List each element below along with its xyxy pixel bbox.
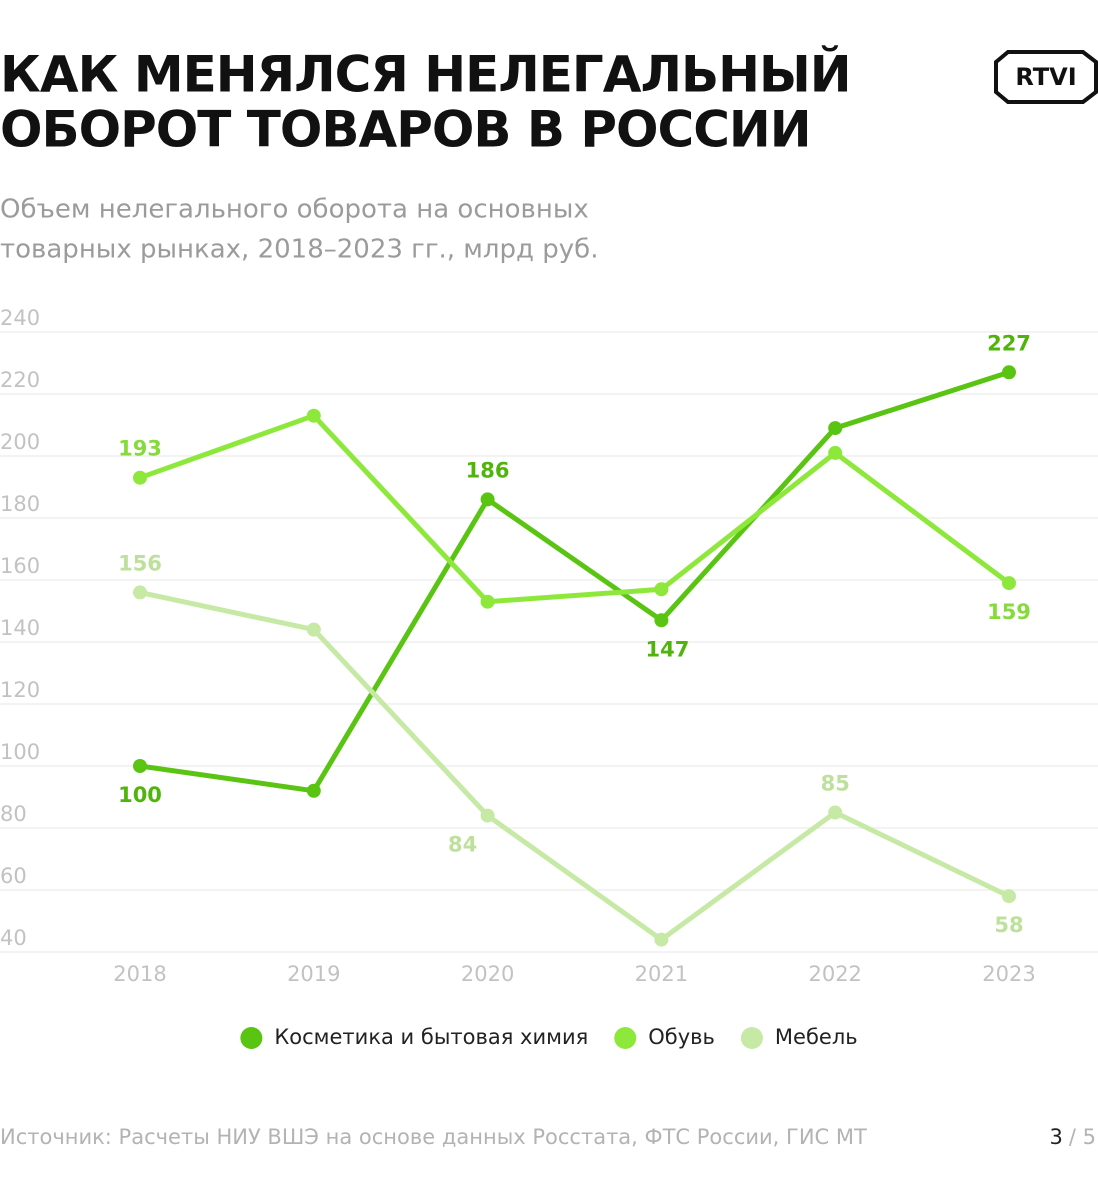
- data-point: [480, 808, 495, 823]
- x-tick-label: 2022: [808, 962, 861, 986]
- logo-text: RTVI: [1015, 63, 1076, 91]
- data-point: [133, 470, 147, 485]
- x-tick-label: 2023: [982, 962, 1035, 986]
- data-point: [828, 805, 843, 820]
- y-tick-label: 40: [0, 926, 27, 950]
- y-tick-label: 240: [0, 306, 40, 330]
- logo-frame: [994, 50, 1098, 104]
- chart-subtitle: Объем нелегального оборота на основных: [0, 195, 589, 225]
- value-label: 159: [987, 600, 1031, 624]
- y-tick-label: 180: [0, 492, 40, 516]
- value-label: 84: [448, 833, 477, 857]
- data-point: [480, 594, 495, 609]
- legend-marker: [614, 1027, 637, 1049]
- data-point: [1002, 365, 1016, 380]
- y-tick-label: 160: [0, 554, 40, 578]
- data-point: [306, 622, 321, 637]
- y-tick-label: 220: [0, 368, 40, 392]
- legend-label: Обувь: [648, 1025, 715, 1049]
- value-label: 100: [118, 783, 162, 807]
- data-point: [828, 445, 843, 460]
- legend-marker: [740, 1027, 763, 1049]
- pagination: 3/ 5: [1050, 1125, 1097, 1149]
- y-tick-label: 60: [0, 864, 27, 888]
- data-point: [1002, 889, 1016, 904]
- y-tick-label: 80: [0, 802, 27, 826]
- value-label: 147: [645, 637, 689, 661]
- series-line: [139, 369, 1010, 794]
- data-point: [306, 408, 321, 423]
- data-point: [654, 613, 669, 628]
- x-tick-label: 2019: [287, 962, 340, 986]
- chart-subtitle: товарных рынках, 2018–2023 гг., млрд руб…: [0, 235, 598, 265]
- x-tick-label: 2018: [113, 962, 166, 986]
- x-tick-label: 2021: [635, 962, 688, 986]
- series-line: [139, 589, 1011, 943]
- data-point: [654, 582, 669, 597]
- y-tick-label: 120: [0, 678, 40, 702]
- data-point: [828, 421, 843, 436]
- data-point: [133, 759, 147, 773]
- data-point: [133, 585, 147, 600]
- value-label: 227: [987, 331, 1031, 355]
- legend-marker: [240, 1027, 263, 1049]
- plot: 100 186 147 227 193 159 156 84 85 58: [118, 331, 1031, 947]
- series-line: [139, 413, 1011, 605]
- legend-label: Косметика и бытовая химия: [274, 1025, 588, 1049]
- x-tick-label: 2020: [461, 962, 514, 986]
- data-point: [654, 932, 669, 947]
- value-label: 186: [466, 458, 510, 482]
- y-tick-label: 140: [0, 616, 40, 640]
- page-current: 3: [1050, 1125, 1063, 1149]
- page-total: / 5: [1069, 1125, 1096, 1149]
- legend: Косметика и бытовая химия Обувь Мебель: [240, 1025, 858, 1049]
- chart-title: КАК МЕНЯЛСЯ НЕЛЕГАЛЬНЫЙ: [0, 45, 851, 104]
- data-point: [306, 783, 321, 798]
- grid: 40 60 80 100 120 140 160 180 200 220 240 2018 2019 20…: [0, 306, 1098, 986]
- data-point: [1002, 576, 1016, 591]
- logo: RTVI: [994, 50, 1098, 104]
- y-tick-label: 100: [0, 740, 40, 764]
- value-label: 58: [994, 913, 1023, 937]
- value-label: 193: [118, 437, 162, 461]
- value-label: 85: [821, 772, 850, 796]
- data-point: [480, 492, 495, 507]
- source: Источник: Расчеты НИУ ВШЭ на основе данн…: [0, 1125, 867, 1149]
- y-tick-label: 200: [0, 430, 40, 454]
- chart-title: ОБОРОТ ТОВАРОВ В РОССИИ: [0, 101, 811, 159]
- legend-label: Мебель: [775, 1025, 858, 1049]
- value-label: 156: [118, 551, 162, 575]
